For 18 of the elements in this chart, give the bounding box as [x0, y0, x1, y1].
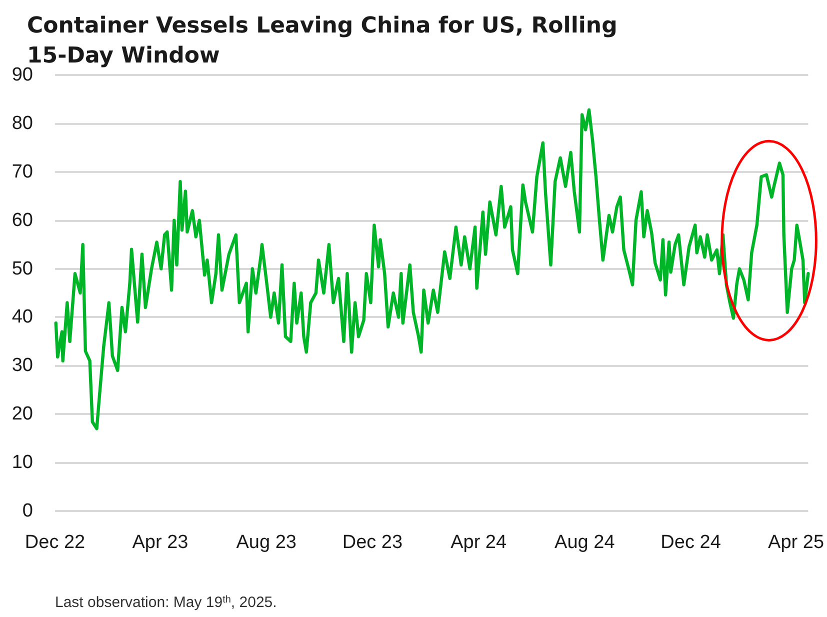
x-tick-label: Dec 24 [660, 532, 722, 553]
x-tick-label: Apr 23 [132, 532, 188, 553]
x-tick-label: Apr 25 [768, 532, 824, 553]
x-tick-label: Aug 23 [236, 532, 296, 553]
y-tick-label: 20 [12, 404, 33, 425]
x-tick-label: Dec 23 [342, 532, 403, 553]
line-series [54, 108, 810, 430]
y-tick-label: 80 [12, 112, 33, 134]
y-tick-label: 60 [12, 210, 33, 231]
y-tick-label: 0 [22, 500, 33, 522]
x-tick-label: Apr 24 [450, 532, 507, 553]
x-tick-label: Aug 24 [554, 532, 616, 553]
y-tick-label: 50 [12, 258, 33, 280]
y-tick-label: 30 [12, 355, 33, 376]
y-tick-label: 70 [12, 161, 33, 182]
y-tick-label: 10 [12, 452, 33, 474]
y-tick-label: 40 [12, 306, 33, 328]
x-tick-label: Dec 22 [24, 532, 86, 553]
